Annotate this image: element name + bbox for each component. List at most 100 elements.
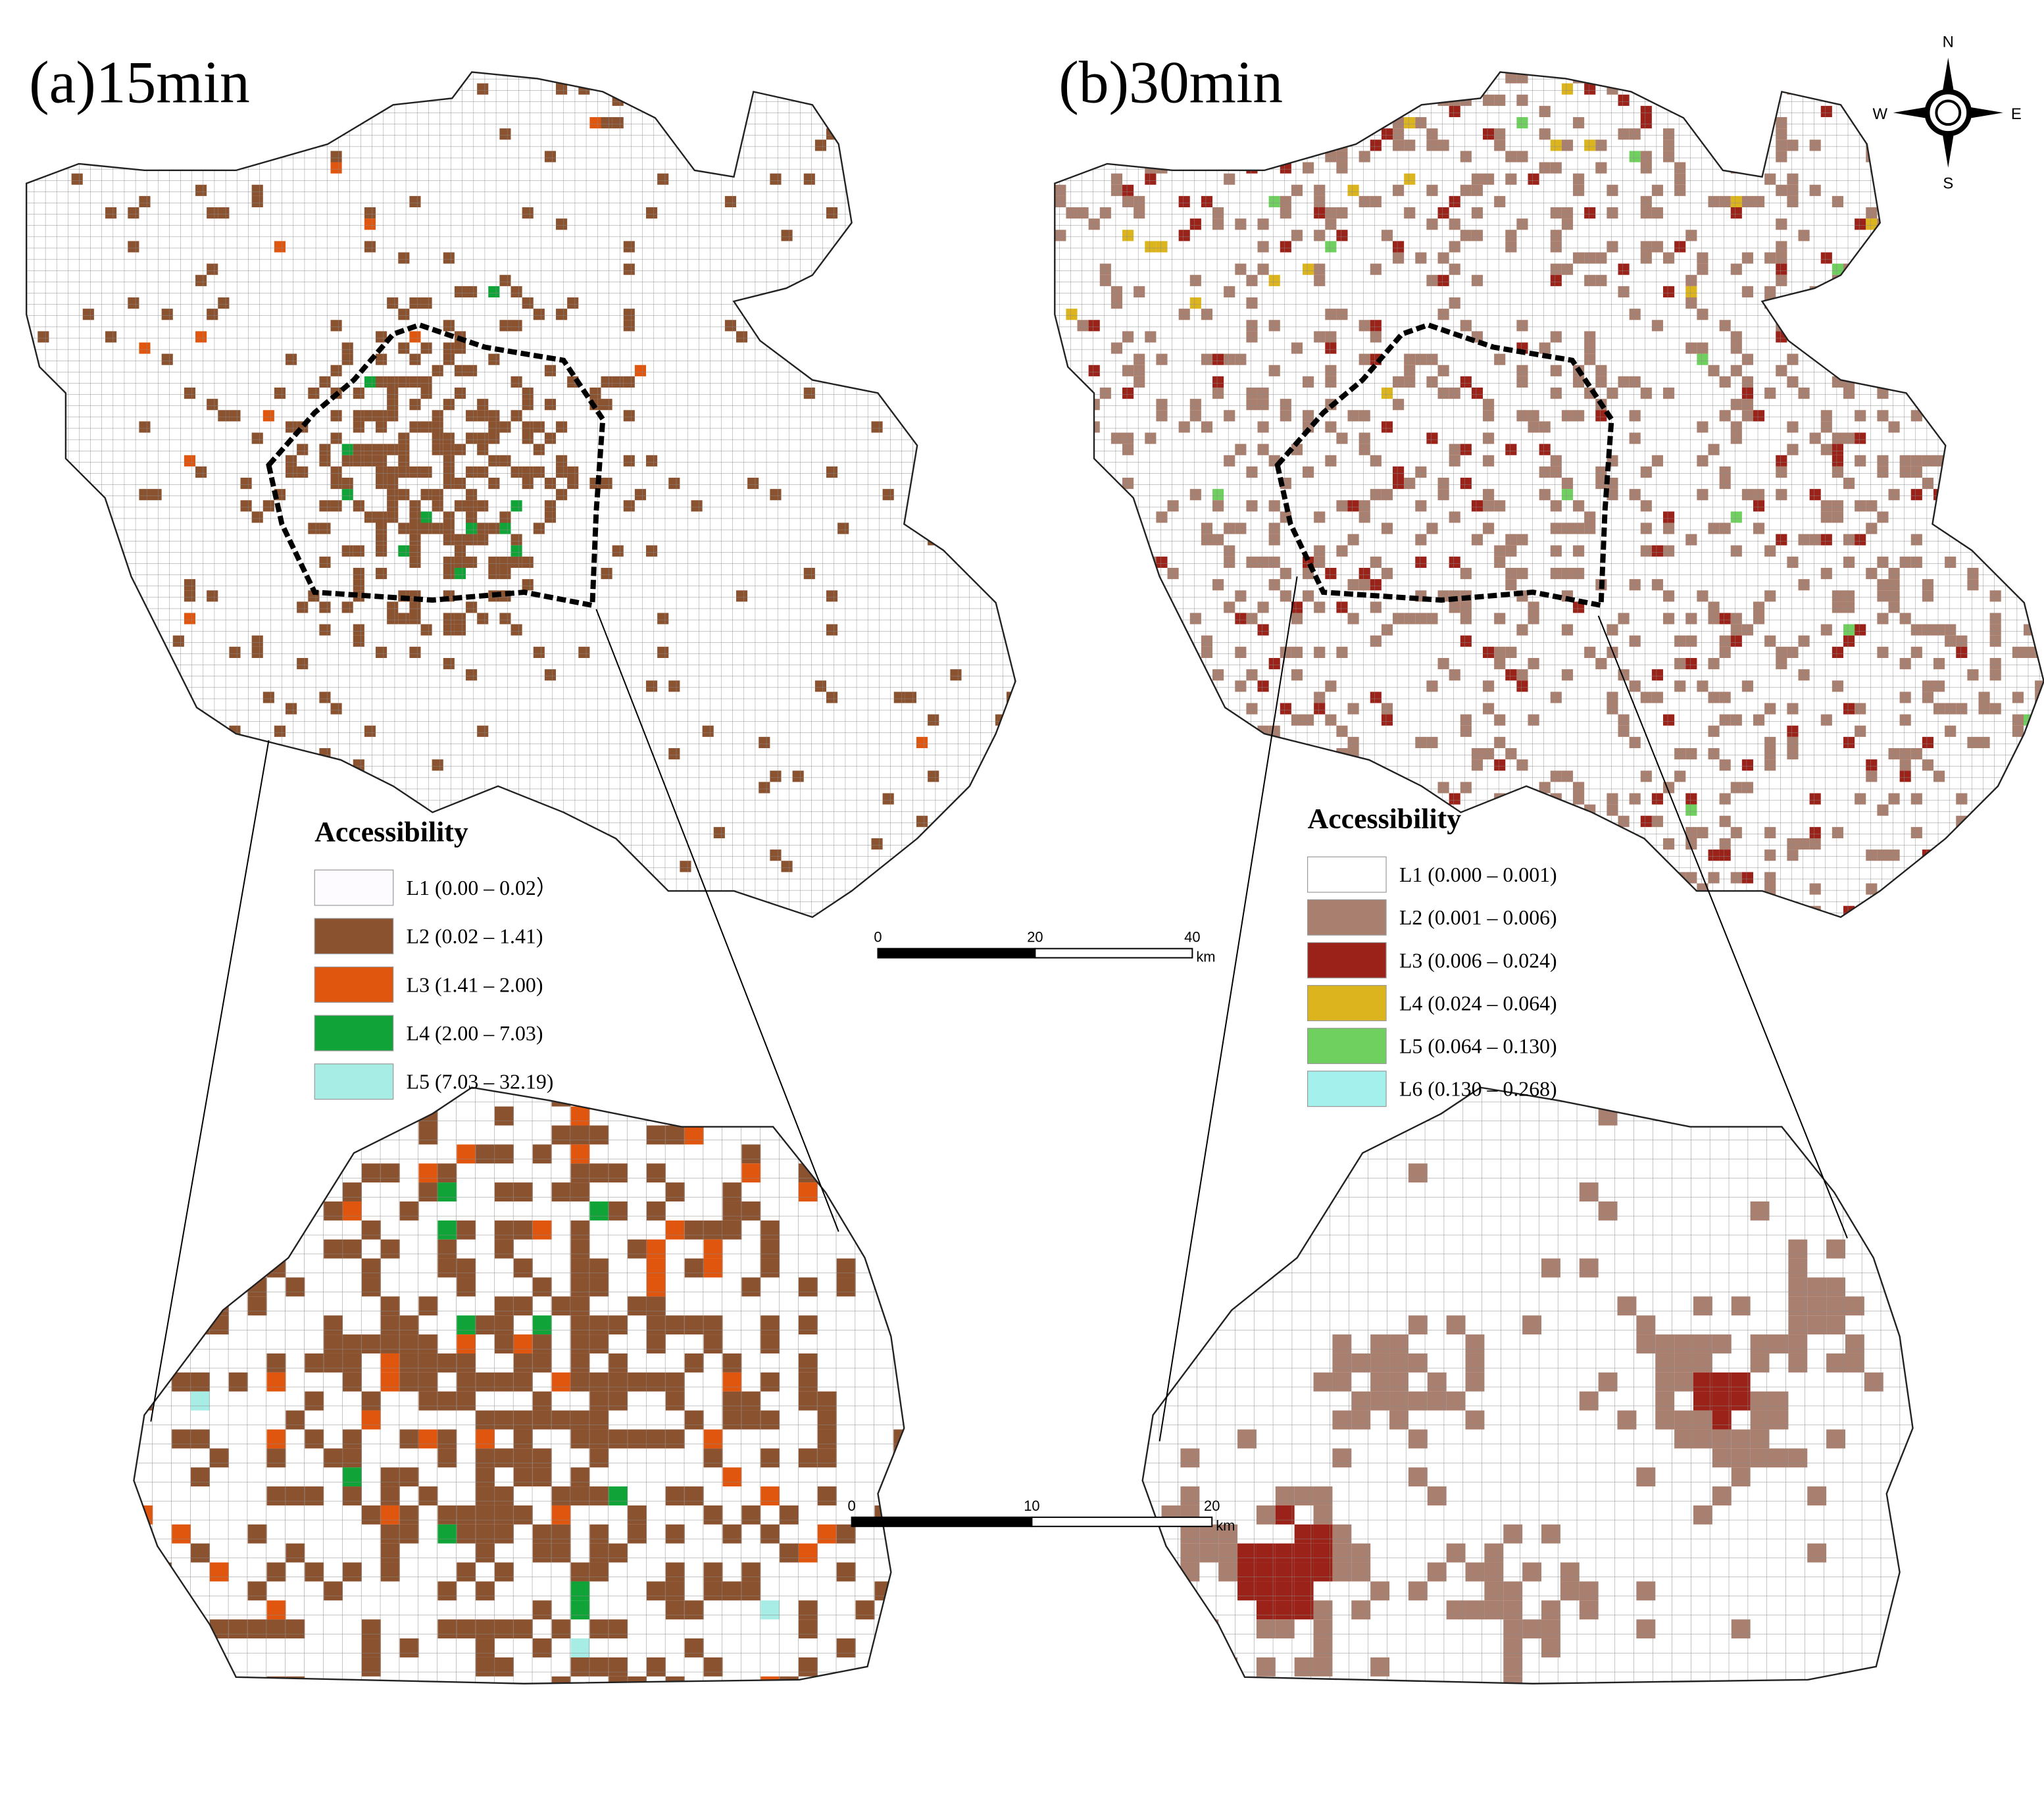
grid-cell [1066, 646, 1078, 659]
grid-cell [1978, 83, 1990, 95]
grid-cell [49, 782, 61, 794]
grid-cell [2012, 443, 2024, 455]
legend-swatch [1307, 1071, 1387, 1107]
grid-cell [1764, 72, 1776, 84]
grid-cell [1066, 804, 1078, 816]
grid-cell [1110, 849, 1123, 861]
grid-cell [2012, 263, 2024, 275]
grid-cell [1978, 252, 1990, 264]
grid-cell [1584, 815, 1596, 827]
grid-cell [1776, 905, 1787, 917]
grid-cell [1314, 759, 1326, 771]
grid-cell [1922, 218, 1934, 230]
grid-cell [319, 849, 331, 861]
grid-cell [1910, 218, 1922, 230]
grid-cell [836, 1087, 856, 1107]
legend-label: L3 (1.41 – 2.00) [407, 973, 543, 996]
grid-cell [1989, 207, 2001, 219]
grid-cell [2024, 139, 2035, 151]
grid-cell [1088, 714, 1100, 726]
grid-cell [1336, 838, 1348, 850]
grid-cell [1516, 849, 1528, 861]
grid-cell [105, 905, 117, 917]
grid-cell [1066, 838, 1078, 850]
grid-cell [1922, 861, 1934, 872]
legend-label: L3 (0.006 – 0.024) [1399, 949, 1557, 972]
grid-cell [191, 1106, 210, 1126]
grid-cell [1426, 72, 1438, 84]
scale-unit: km [1196, 949, 1215, 965]
grid-cell [262, 905, 274, 917]
grid-cell [2035, 184, 2044, 196]
grid-cell [1066, 624, 1078, 636]
grid-cell [1539, 804, 1551, 816]
zoom-line [595, 609, 839, 1232]
grid-cell [2024, 274, 2035, 286]
grid-cell [209, 1182, 229, 1201]
grid-cell [330, 105, 342, 118]
grid-cell [1122, 613, 1134, 624]
grid-cell [2035, 399, 2044, 411]
grid-cell [1077, 443, 1089, 455]
grid-cell [1156, 613, 1168, 624]
grid-cell [1055, 601, 1066, 613]
legend-swatch [314, 966, 394, 1003]
grid-cell [1055, 747, 1066, 760]
grid-cell [305, 1144, 324, 1164]
grid-cell [477, 849, 489, 861]
grid-cell [432, 861, 443, 872]
grid-cell [1719, 94, 1731, 106]
grid-cell [2001, 274, 2012, 286]
grid-cell [1471, 815, 1483, 827]
grid-cell [1099, 489, 1111, 501]
grid-cell [1460, 815, 1472, 827]
grid-cell [1099, 545, 1111, 557]
grid-cell [1178, 905, 1190, 917]
grid-cell [2035, 815, 2044, 827]
legend-swatch [1307, 1028, 1387, 1065]
grid-cell [703, 1087, 723, 1107]
grid-cell [1899, 94, 1911, 106]
grid-cell [1550, 849, 1562, 861]
grid-cell [1584, 72, 1596, 84]
grid-cell [228, 1163, 248, 1183]
grid-cell [2012, 568, 2024, 580]
grid-cell [1156, 635, 1168, 647]
scale-label: 20 [1204, 1498, 1220, 1514]
grid-cell [1145, 658, 1157, 670]
grid-cell [1201, 804, 1213, 816]
grid-cell [609, 1087, 628, 1107]
grid-cell [1967, 443, 1979, 455]
grid-cell [1674, 83, 1686, 95]
grid-cell [855, 1144, 875, 1164]
grid-cell [2035, 883, 2044, 895]
compass-label: W [1872, 105, 1887, 123]
grid-cell [1066, 782, 1078, 794]
grid-cell [49, 489, 61, 501]
grid-cell [1561, 826, 1574, 838]
grid-cell [1280, 894, 1291, 906]
legend-label: L2 (0.001 – 0.006) [1399, 906, 1557, 929]
grid-cell [871, 252, 883, 264]
region-grid [1141, 1086, 1914, 1684]
grid-cell [1178, 815, 1190, 827]
grid-cell [228, 1258, 248, 1278]
grid-cell [60, 500, 72, 512]
grid-cell [1189, 815, 1201, 827]
scale-label: 20 [1027, 929, 1043, 946]
grid-cell [1989, 511, 2001, 523]
grid-cell [1471, 838, 1483, 850]
grid-cell [1370, 83, 1382, 95]
grid-cell [1235, 815, 1247, 827]
grid-cell [1989, 320, 2001, 332]
grid-cell [1956, 297, 1968, 309]
grid-cell [2035, 173, 2044, 185]
grid-cell [172, 1106, 191, 1126]
grid-cell [1055, 162, 1066, 174]
grid-cell [1697, 83, 1708, 95]
grid-cell [1945, 218, 1957, 230]
grid-cell [1753, 83, 1765, 95]
grid-cell [1741, 151, 1754, 163]
grid-cell [2035, 117, 2044, 129]
grid-cell [1246, 139, 1258, 151]
